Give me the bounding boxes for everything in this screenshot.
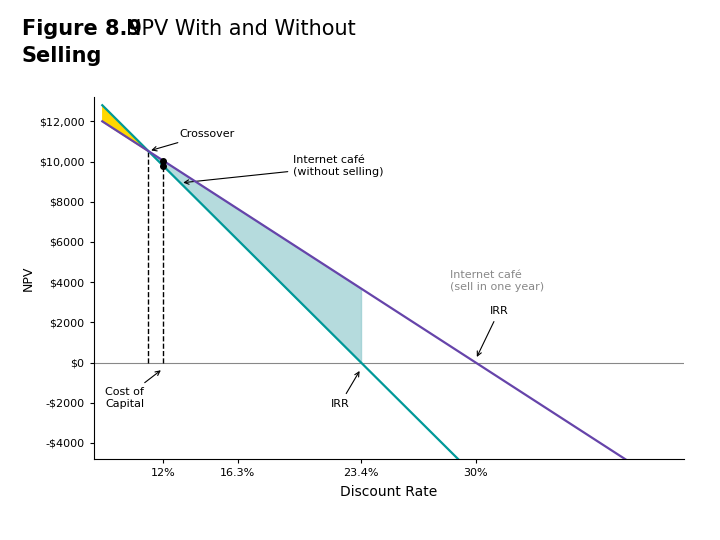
Y-axis label: NPV: NPV xyxy=(22,266,35,291)
X-axis label: Discount Rate: Discount Rate xyxy=(340,485,438,499)
Text: IRR: IRR xyxy=(477,306,508,356)
Text: Copyright ©2015 Pearson Education, Inc. All Rights Reserved.: Copyright ©2015 Pearson Education, Inc. … xyxy=(14,522,296,530)
Text: Crossover: Crossover xyxy=(153,129,235,151)
Text: Cost of
Capital: Cost of Capital xyxy=(105,371,160,409)
Text: Internet café
(sell in one year): Internet café (sell in one year) xyxy=(449,270,544,292)
Text: NPV With and Without: NPV With and Without xyxy=(126,19,356,39)
Text: Internet café
(without selling): Internet café (without selling) xyxy=(184,156,384,184)
Text: 8-93: 8-93 xyxy=(685,522,706,530)
Text: Figure 8.9: Figure 8.9 xyxy=(22,19,142,39)
Text: IRR: IRR xyxy=(330,372,359,409)
Text: Selling: Selling xyxy=(22,46,102,66)
